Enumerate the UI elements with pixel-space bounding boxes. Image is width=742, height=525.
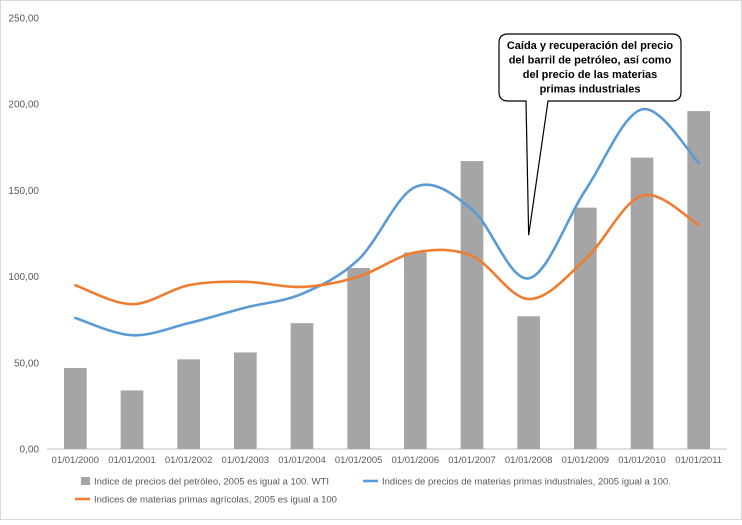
y-tick-label: 250,00 bbox=[8, 14, 39, 25]
bar-01-01-2000 bbox=[64, 367, 87, 449]
bar-01-01-2006 bbox=[404, 252, 427, 449]
x-tick-label: 01/01/2000 bbox=[52, 455, 100, 466]
bar-01-01-2004 bbox=[290, 323, 314, 449]
legend-label: Indices de materias primas agrícolas, 20… bbox=[94, 495, 337, 506]
x-tick-label: 01/01/2005 bbox=[335, 455, 383, 466]
x-axis-ticks: 01/01/2000 01/01/2001 01/01/2002 01/01/2003… bbox=[52, 455, 723, 466]
legend: Indice de precios del petróleo, 2005 es … bbox=[75, 477, 671, 506]
y-tick-label: 150,00 bbox=[8, 186, 39, 197]
callout-text-line: del barril de petróleo, así como bbox=[509, 55, 672, 67]
callout-annotation: Caída y recuperación del precio del barri… bbox=[498, 33, 682, 236]
bar-01-01-2001 bbox=[120, 390, 144, 449]
callout-text-line: del precio de las materias bbox=[523, 69, 658, 81]
bar-01-01-2003 bbox=[234, 352, 257, 449]
callout-text-line: primas industriales bbox=[540, 84, 641, 96]
line-series-group bbox=[74, 108, 700, 337]
bar-series-oil-price bbox=[64, 111, 710, 450]
x-tick-label: 01/01/2011 bbox=[675, 455, 722, 466]
legend-label: Indices de precios de materias primas in… bbox=[382, 477, 671, 488]
callout-text-line: Caída y recuperación del precio bbox=[507, 40, 674, 52]
x-tick-label: 01/01/2007 bbox=[448, 455, 496, 466]
x-tick-label: 01/01/2006 bbox=[392, 455, 440, 466]
bar-01-01-2009 bbox=[574, 207, 597, 449]
x-tick-label: 01/01/2010 bbox=[618, 455, 666, 466]
x-tick-label: 01/01/2003 bbox=[222, 455, 270, 466]
bar-01-01-2010 bbox=[630, 157, 654, 450]
x-tick-label: 01/01/2001 bbox=[108, 455, 156, 466]
y-tick-label: 50,00 bbox=[14, 358, 39, 369]
callout-bubble bbox=[498, 33, 682, 236]
y-tick-label: 200,00 bbox=[8, 100, 39, 111]
legend-swatch-bar bbox=[81, 477, 90, 485]
bar-01-01-2007 bbox=[460, 161, 484, 450]
x-tick-label: 01/01/2009 bbox=[562, 455, 610, 466]
line-agricultural-raw-materials bbox=[74, 193, 700, 306]
legend-label: Indice de precios del petróleo, 2005 es … bbox=[94, 477, 329, 488]
bar-01-01-2005 bbox=[347, 267, 370, 449]
y-tick-label: 100,00 bbox=[8, 272, 39, 283]
x-tick-label: 01/01/2004 bbox=[278, 455, 326, 466]
bar-01-01-2008 bbox=[517, 316, 540, 449]
x-tick-label: 01/01/2008 bbox=[505, 455, 553, 466]
y-axis-ticks: 0,00 50,00 100,00 150,00 200,00 250,00 bbox=[8, 14, 39, 456]
bar-01-01-2002 bbox=[177, 359, 200, 449]
line-industrial-raw-materials bbox=[74, 108, 700, 337]
bar-01-01-2011 bbox=[687, 111, 710, 449]
y-tick-label: 0,00 bbox=[20, 445, 40, 456]
x-tick-label: 01/01/2002 bbox=[165, 455, 213, 466]
